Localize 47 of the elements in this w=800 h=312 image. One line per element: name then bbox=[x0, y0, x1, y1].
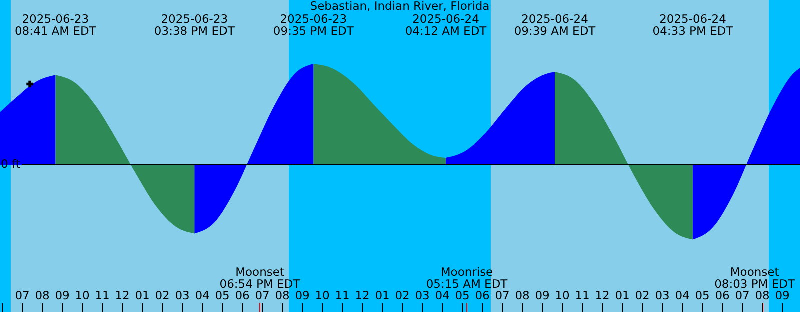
x-tick-label: 08 bbox=[515, 288, 530, 302]
text: 2025-06-23 08:41 AM EDT bbox=[14, 12, 98, 38]
x-tick-label: 05 bbox=[455, 288, 470, 302]
x-tick-label: 06 bbox=[235, 288, 250, 302]
x-tick-label: 11 bbox=[575, 288, 590, 302]
text: 2025-06-23 03:38 PM EDT bbox=[154, 12, 236, 38]
x-tick-label: 09 bbox=[535, 288, 550, 302]
x-tick-label: 10 bbox=[315, 288, 330, 302]
x-tick-label: 03 bbox=[655, 288, 670, 302]
x-tick-label: 07 bbox=[255, 288, 270, 302]
ref-line-label: Moonset 06:54 PM EDT bbox=[220, 265, 302, 291]
x-tick-label: 09 bbox=[55, 288, 70, 302]
text: 2025-06-23 09:35 PM EDT bbox=[273, 12, 355, 38]
x-tick-label: 10 bbox=[75, 288, 90, 302]
x-tick-label: 07 bbox=[495, 288, 510, 302]
x-tick-label: 05 bbox=[695, 288, 710, 302]
x-tick-label: 12 bbox=[115, 288, 130, 302]
x-tick-label: 06 bbox=[475, 288, 490, 302]
text: 2025-06-24 04:33 PM EDT bbox=[652, 12, 734, 38]
x-tick-label: 10 bbox=[555, 288, 570, 302]
x-tick-label: 03 bbox=[415, 288, 430, 302]
x-tick-label: 08 bbox=[35, 288, 50, 302]
x-tick-label: 09 bbox=[295, 288, 310, 302]
x-tick-label: 01 bbox=[375, 288, 390, 302]
x-tick-label: 04 bbox=[675, 288, 690, 302]
x-tick-label: 04 bbox=[195, 288, 210, 302]
x-tick-label: 02 bbox=[395, 288, 410, 302]
x-tick-label: 08 bbox=[275, 288, 290, 302]
x-tick-label: 12 bbox=[595, 288, 610, 302]
x-tick-label: 01 bbox=[615, 288, 630, 302]
x-tick-label: 07 bbox=[735, 288, 750, 302]
x-tick-label: 05 bbox=[215, 288, 230, 302]
x-tick-label: 12 bbox=[355, 288, 370, 302]
text: 2025-06-24 09:39 AM EDT bbox=[514, 12, 597, 38]
x-tick-label: 04 bbox=[435, 288, 450, 302]
x-tick-label: 06 bbox=[715, 288, 730, 302]
x-tick-label: 11 bbox=[95, 288, 110, 302]
x-tick-label: 08 bbox=[755, 288, 770, 302]
x-tick-label: 07 bbox=[15, 288, 30, 302]
x-tick-label: 03 bbox=[175, 288, 190, 302]
x-tick-label: 02 bbox=[635, 288, 650, 302]
chart-title: Sebastian, Indian River, Florida bbox=[310, 0, 490, 13]
x-tick-label: 01 bbox=[135, 288, 150, 302]
x-tick-label: 11 bbox=[335, 288, 350, 302]
text: 2025-06-24 04:12 AM EDT bbox=[405, 12, 488, 38]
x-tick-label: 02 bbox=[155, 288, 170, 302]
x-tick-label: 09 bbox=[775, 288, 790, 302]
